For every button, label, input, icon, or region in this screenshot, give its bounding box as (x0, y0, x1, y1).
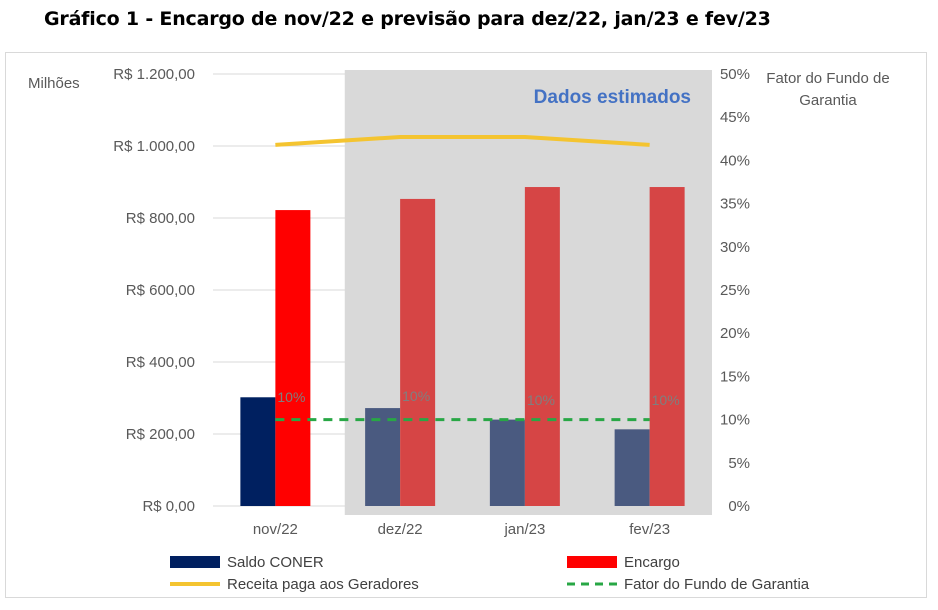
legend-label: Saldo CONER (227, 554, 324, 571)
estimated-data-label: Dados estimados (534, 87, 691, 108)
right-axis-tick: 20% (720, 325, 750, 342)
legend-label: Fator do Fundo de Garantia (624, 576, 810, 593)
right-axis-tick: 15% (720, 368, 750, 385)
left-axis-tick: R$ 600,00 (126, 282, 195, 299)
left-axis-unit-label: Milhões (28, 75, 80, 92)
right-axis-tick: 5% (728, 455, 750, 472)
legend-label: Encargo (624, 554, 680, 571)
x-axis-tick: jan/23 (503, 521, 545, 538)
legend-swatch (567, 556, 617, 568)
legend-item-fator-do-fundo-de-garantia: Fator do Fundo de Garantia (567, 576, 810, 593)
left-axis-tick: R$ 1.200,00 (113, 66, 195, 83)
bar-saldo-coner-fev-23 (614, 429, 650, 506)
legend-item-receita-paga-aos-geradores: Receita paga aos Geradores (170, 576, 419, 593)
left-axis-tick: R$ 800,00 (126, 210, 195, 227)
legend-item-saldo-coner: Saldo CONER (170, 554, 324, 571)
right-axis-label-line-2: Garantia (799, 92, 857, 109)
bar-saldo-coner-nov-22 (240, 397, 276, 506)
right-axis-tick: 50% (720, 66, 750, 83)
right-axis-tick: 25% (720, 282, 750, 299)
right-axis-tick: 45% (720, 109, 750, 126)
right-axis-tick: 0% (728, 498, 750, 515)
bar-saldo-coner-dez-22 (365, 408, 401, 506)
x-axis-tick: nov/22 (253, 521, 298, 538)
left-axis-tick: R$ 0,00 (142, 498, 195, 515)
data-label-fator-fev-23: 10% (652, 392, 680, 408)
right-axis-label-line-1: Fator do Fundo de (766, 70, 889, 87)
x-axis-tick: fev/23 (629, 521, 670, 538)
bar-encargo-fev-23 (649, 187, 685, 507)
left-axis-tick: R$ 400,00 (126, 354, 195, 371)
bar-saldo-coner-jan-23 (489, 419, 525, 506)
left-axis-tick: R$ 1.000,00 (113, 138, 195, 155)
bar-encargo-dez-22 (400, 198, 436, 507)
chart-frame (5, 52, 927, 598)
data-label-fator-jan-23: 10% (527, 392, 555, 408)
right-axis-tick: 40% (720, 152, 750, 169)
data-label-fator-nov-22: 10% (277, 389, 305, 405)
data-label-fator-dez-22: 10% (402, 388, 430, 404)
chart-title: Gráfico 1 - Encargo de nov/22 e previsão… (44, 8, 771, 30)
x-axis-tick: dez/22 (378, 521, 423, 538)
line-receita-paga-aos-geradores (275, 135, 650, 147)
legend-item-encargo: Encargo (567, 554, 680, 571)
right-axis-tick: 10% (720, 412, 750, 429)
left-axis-tick: R$ 200,00 (126, 426, 195, 443)
right-axis-tick: 35% (720, 196, 750, 213)
right-axis-tick: 30% (720, 239, 750, 256)
bar-encargo-nov-22 (275, 210, 311, 506)
legend-swatch (170, 556, 220, 568)
legend-label: Receita paga aos Geradores (227, 576, 419, 593)
bar-encargo-jan-23 (524, 187, 560, 507)
